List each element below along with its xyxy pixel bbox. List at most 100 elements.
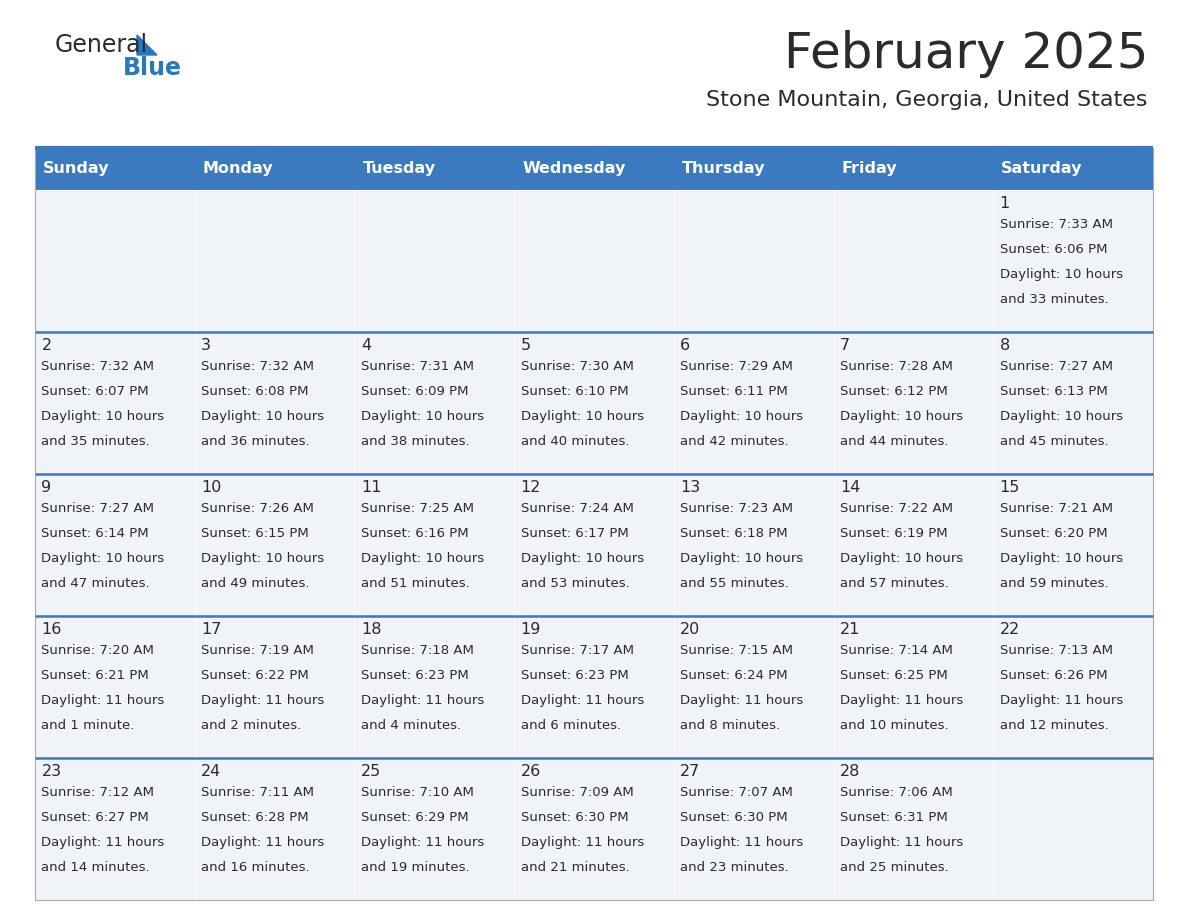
Text: Sunrise: 7:06 AM: Sunrise: 7:06 AM bbox=[840, 786, 953, 799]
Text: and 25 minutes.: and 25 minutes. bbox=[840, 861, 949, 874]
Text: Daylight: 11 hours: Daylight: 11 hours bbox=[520, 694, 644, 707]
Text: Daylight: 10 hours: Daylight: 10 hours bbox=[999, 268, 1123, 281]
Text: Daylight: 10 hours: Daylight: 10 hours bbox=[42, 553, 164, 565]
Text: Sunset: 6:21 PM: Sunset: 6:21 PM bbox=[42, 669, 150, 682]
Text: 9: 9 bbox=[42, 480, 51, 495]
Text: 14: 14 bbox=[840, 480, 860, 495]
Text: Sunrise: 7:31 AM: Sunrise: 7:31 AM bbox=[361, 360, 474, 373]
Text: 24: 24 bbox=[201, 764, 221, 779]
Bar bbox=[34, 616, 195, 758]
Text: Daylight: 11 hours: Daylight: 11 hours bbox=[681, 694, 803, 707]
Bar bbox=[195, 474, 354, 616]
Text: 3: 3 bbox=[201, 338, 211, 353]
Text: Daylight: 11 hours: Daylight: 11 hours bbox=[42, 836, 165, 849]
Text: Daylight: 10 hours: Daylight: 10 hours bbox=[520, 553, 644, 565]
Text: Sunset: 6:26 PM: Sunset: 6:26 PM bbox=[999, 669, 1107, 682]
Text: 28: 28 bbox=[840, 764, 860, 779]
Bar bbox=[514, 190, 674, 332]
Bar bbox=[834, 616, 993, 758]
Text: Sunrise: 7:09 AM: Sunrise: 7:09 AM bbox=[520, 786, 633, 799]
Bar bbox=[674, 474, 834, 616]
Bar bbox=[674, 332, 834, 474]
Text: and 23 minutes.: and 23 minutes. bbox=[681, 861, 789, 874]
Text: Sunset: 6:30 PM: Sunset: 6:30 PM bbox=[681, 812, 788, 824]
Text: 5: 5 bbox=[520, 338, 531, 353]
Text: General: General bbox=[55, 33, 148, 57]
Text: 8: 8 bbox=[999, 338, 1010, 353]
Text: and 6 minutes.: and 6 minutes. bbox=[520, 720, 620, 733]
Bar bbox=[514, 616, 674, 758]
Text: Sunset: 6:16 PM: Sunset: 6:16 PM bbox=[361, 527, 468, 540]
Text: Saturday: Saturday bbox=[1001, 162, 1082, 176]
Text: Sunset: 6:12 PM: Sunset: 6:12 PM bbox=[840, 386, 948, 398]
Text: 1: 1 bbox=[999, 196, 1010, 211]
Text: and 12 minutes.: and 12 minutes. bbox=[999, 720, 1108, 733]
Text: Sunset: 6:22 PM: Sunset: 6:22 PM bbox=[201, 669, 309, 682]
Bar bbox=[354, 758, 514, 900]
Bar bbox=[195, 332, 354, 474]
Text: Sunrise: 7:07 AM: Sunrise: 7:07 AM bbox=[681, 786, 794, 799]
Text: Sunset: 6:15 PM: Sunset: 6:15 PM bbox=[201, 527, 309, 540]
Text: Sunset: 6:25 PM: Sunset: 6:25 PM bbox=[840, 669, 948, 682]
Text: 11: 11 bbox=[361, 480, 381, 495]
Text: 19: 19 bbox=[520, 622, 541, 637]
Bar bbox=[514, 148, 674, 190]
Text: Friday: Friday bbox=[841, 162, 897, 176]
Text: Sunset: 6:13 PM: Sunset: 6:13 PM bbox=[999, 386, 1107, 398]
Text: 7: 7 bbox=[840, 338, 851, 353]
Text: 2: 2 bbox=[42, 338, 51, 353]
Text: Sunset: 6:09 PM: Sunset: 6:09 PM bbox=[361, 386, 468, 398]
Text: and 55 minutes.: and 55 minutes. bbox=[681, 577, 789, 590]
Text: 22: 22 bbox=[999, 622, 1020, 637]
Text: Sunset: 6:20 PM: Sunset: 6:20 PM bbox=[999, 527, 1107, 540]
Bar bbox=[34, 148, 1154, 900]
Bar bbox=[834, 190, 993, 332]
Text: 10: 10 bbox=[201, 480, 221, 495]
Text: Daylight: 10 hours: Daylight: 10 hours bbox=[999, 553, 1123, 565]
Bar bbox=[195, 148, 354, 190]
Text: and 53 minutes.: and 53 minutes. bbox=[520, 577, 630, 590]
Bar bbox=[674, 616, 834, 758]
Text: Thursday: Thursday bbox=[682, 162, 765, 176]
Polygon shape bbox=[137, 35, 157, 55]
Text: Sunset: 6:28 PM: Sunset: 6:28 PM bbox=[201, 812, 309, 824]
Text: 20: 20 bbox=[681, 622, 701, 637]
Text: 4: 4 bbox=[361, 338, 371, 353]
Bar bbox=[834, 148, 993, 190]
Text: 12: 12 bbox=[520, 480, 541, 495]
Text: Sunrise: 7:29 AM: Sunrise: 7:29 AM bbox=[681, 360, 794, 373]
Bar bbox=[34, 190, 195, 332]
Text: 21: 21 bbox=[840, 622, 860, 637]
Bar bbox=[195, 190, 354, 332]
Bar bbox=[674, 758, 834, 900]
Text: Daylight: 10 hours: Daylight: 10 hours bbox=[42, 410, 164, 423]
Text: Daylight: 10 hours: Daylight: 10 hours bbox=[681, 410, 803, 423]
Text: Sunrise: 7:11 AM: Sunrise: 7:11 AM bbox=[201, 786, 314, 799]
Text: Daylight: 11 hours: Daylight: 11 hours bbox=[681, 836, 803, 849]
Text: Sunday: Sunday bbox=[43, 162, 109, 176]
Text: Daylight: 11 hours: Daylight: 11 hours bbox=[999, 694, 1123, 707]
Bar bbox=[834, 474, 993, 616]
Text: Sunset: 6:31 PM: Sunset: 6:31 PM bbox=[840, 812, 948, 824]
Bar bbox=[195, 616, 354, 758]
Text: Daylight: 10 hours: Daylight: 10 hours bbox=[361, 553, 484, 565]
Text: Daylight: 10 hours: Daylight: 10 hours bbox=[681, 553, 803, 565]
Bar bbox=[195, 758, 354, 900]
Text: Sunset: 6:23 PM: Sunset: 6:23 PM bbox=[361, 669, 468, 682]
Text: Daylight: 10 hours: Daylight: 10 hours bbox=[840, 410, 963, 423]
Text: Sunrise: 7:27 AM: Sunrise: 7:27 AM bbox=[42, 502, 154, 515]
Bar bbox=[354, 190, 514, 332]
Text: Sunrise: 7:33 AM: Sunrise: 7:33 AM bbox=[999, 218, 1113, 231]
Text: Sunrise: 7:14 AM: Sunrise: 7:14 AM bbox=[840, 644, 953, 657]
Text: and 1 minute.: and 1 minute. bbox=[42, 720, 134, 733]
Text: 26: 26 bbox=[520, 764, 541, 779]
Bar bbox=[34, 474, 195, 616]
Text: and 14 minutes.: and 14 minutes. bbox=[42, 861, 150, 874]
Text: Sunrise: 7:22 AM: Sunrise: 7:22 AM bbox=[840, 502, 953, 515]
Bar bbox=[993, 148, 1154, 190]
Bar bbox=[993, 758, 1154, 900]
Bar bbox=[674, 190, 834, 332]
Text: and 57 minutes.: and 57 minutes. bbox=[840, 577, 949, 590]
Text: Sunrise: 7:20 AM: Sunrise: 7:20 AM bbox=[42, 644, 154, 657]
Text: and 10 minutes.: and 10 minutes. bbox=[840, 720, 948, 733]
